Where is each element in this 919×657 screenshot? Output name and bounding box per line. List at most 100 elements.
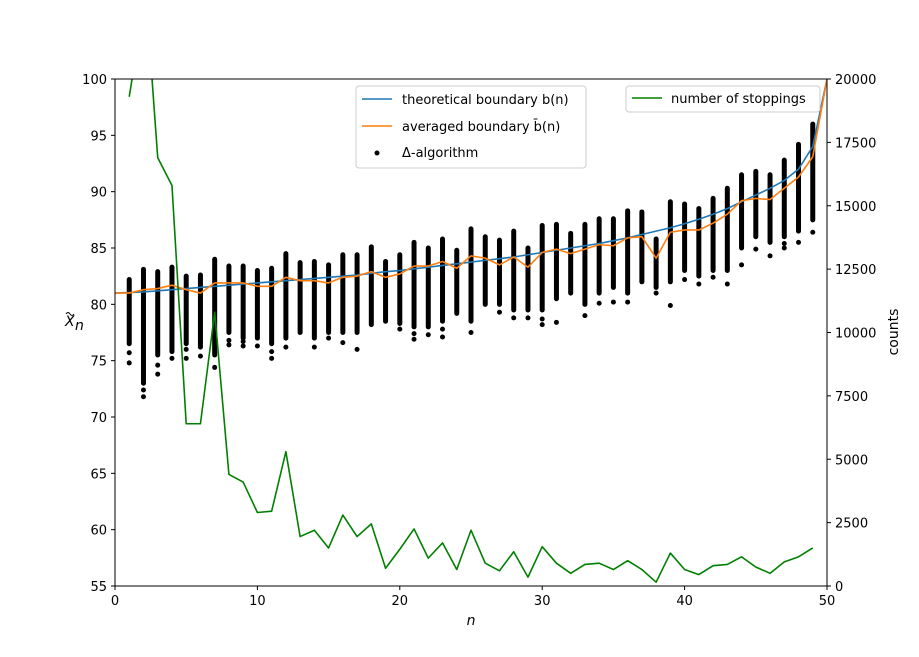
legend-label-stoppings: number of stoppings: [671, 92, 806, 107]
scatter-point: [781, 245, 787, 251]
scatter-point: [226, 342, 232, 348]
x-tick-label: 50: [819, 594, 836, 609]
scatter-point: [240, 339, 246, 345]
x-tick-label: 40: [676, 594, 693, 609]
scatter-point: [653, 290, 659, 296]
scatter-point: [283, 344, 289, 350]
scatter-column: [126, 277, 132, 366]
scatter-point: [326, 335, 332, 341]
scatter-point: [183, 346, 189, 352]
scatter-point: [411, 331, 417, 337]
scatter-column: [582, 221, 588, 319]
y-left-tick-label: 100: [82, 73, 107, 88]
legend-right-box: [625, 85, 821, 113]
scatter-point: [440, 334, 446, 340]
scatter-point: [269, 355, 275, 361]
scatter-column: [525, 245, 531, 321]
series-line-theoretical: [115, 79, 827, 294]
scatter-point: [753, 246, 759, 252]
scatter-point: [596, 300, 602, 306]
scatter-point: [212, 364, 218, 370]
scatter-column: [283, 251, 289, 350]
scatter-column: [539, 222, 545, 328]
y-right-tick-label: 12500: [835, 263, 876, 278]
scatter-column: [810, 121, 816, 235]
scatter-point: [226, 337, 232, 343]
scatter-column: [254, 268, 260, 349]
scatter-point: [197, 353, 203, 359]
scatter-point: [724, 281, 730, 287]
y-left-tick-label: 70: [90, 411, 107, 426]
scatter-point: [440, 326, 446, 332]
scatter-column: [753, 168, 759, 252]
scatter-point: [311, 344, 317, 350]
scatter-column: [682, 201, 688, 283]
scatter-column: [610, 216, 616, 305]
y-left-tick-label: 80: [90, 298, 107, 313]
y-left-axis-title: X n: [64, 312, 84, 334]
scatter-point: [539, 322, 545, 328]
scatter-point: [425, 332, 431, 338]
scatter-point: [155, 371, 161, 377]
scatter-point: [126, 360, 132, 366]
scatter-column: [596, 216, 602, 306]
scatter-point: [810, 229, 816, 235]
y-left-tick-label: 95: [90, 129, 107, 144]
scatter-point: [496, 309, 502, 315]
y-right-axis-title: counts: [886, 309, 902, 356]
scatter-point: [340, 340, 346, 346]
scatter-layer: [126, 121, 816, 400]
scatter-column: [269, 265, 275, 361]
scatter-column: [212, 256, 218, 370]
scatter-point: [269, 349, 275, 355]
y-right-tick-label: 7500: [835, 390, 868, 405]
legend-left: theoretical boundary b(n) averaged bound…: [355, 85, 587, 169]
scatter-column: [553, 221, 559, 325]
scatter-point: [696, 281, 702, 287]
x-tick-label: 20: [392, 594, 409, 609]
y-right-tick-label: 10000: [835, 327, 876, 342]
y-right-tick-label: 5000: [835, 453, 868, 468]
scatter-column: [155, 269, 161, 377]
series-line-averaged: [115, 79, 827, 294]
y-left-tick-label: 65: [90, 467, 107, 482]
scatter-point: [511, 315, 517, 321]
scatter-column: [340, 252, 346, 346]
legend-label-averaged: averaged boundary b̄(n): [402, 120, 560, 135]
scatter-column: [326, 262, 332, 341]
scatter-column: [724, 185, 730, 287]
scatter-column: [496, 237, 502, 315]
legend-left-box: [355, 85, 587, 169]
scatter-column: [354, 252, 360, 352]
scatter-column: [739, 172, 745, 268]
legend-swatch-delta: [374, 150, 380, 156]
scatter-point: [539, 316, 545, 322]
x-axis-ticks: 0 10 20 30 40 50: [111, 586, 835, 609]
scatter-point: [126, 350, 132, 356]
scatter-column: [140, 266, 146, 400]
scatter-column: [667, 199, 673, 308]
series-line-stoppings: [128, 79, 814, 584]
scatter-point: [553, 319, 559, 325]
scatter-column: [653, 236, 659, 296]
line-layer: [115, 79, 827, 584]
scatter-point: [767, 253, 773, 259]
x-tick-label: 30: [534, 594, 551, 609]
scatter-point: [710, 274, 716, 280]
scatter-point: [667, 302, 673, 308]
scatter-column: [511, 228, 517, 321]
scatter-point: [610, 299, 616, 305]
y-right-axis-ticks: 0 2500 5000 7500 10000 12500 15000 17500 20000: [827, 73, 876, 595]
y-left-tick-label: 90: [90, 186, 107, 201]
y-left-tick-label: 75: [90, 355, 107, 370]
scatter-column: [183, 273, 189, 361]
scatter-point: [781, 240, 787, 246]
scatter-point: [397, 326, 403, 332]
scatter-point: [254, 343, 260, 349]
scatter-column: [796, 141, 802, 245]
legend-right: number of stoppings: [625, 85, 821, 113]
y-right-tick-label: 2500: [835, 517, 868, 532]
scatter-point: [169, 355, 175, 361]
x-tick-label: 0: [111, 594, 119, 609]
scatter-column: [240, 263, 246, 349]
